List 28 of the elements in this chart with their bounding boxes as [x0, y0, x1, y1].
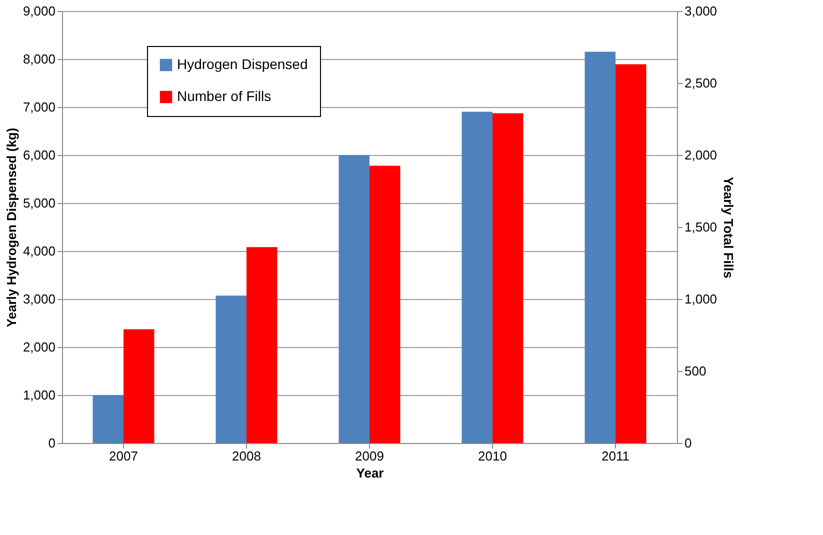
y-tick-label: 0 [48, 436, 56, 450]
bar [124, 329, 154, 443]
x-tick-label: 2007 [109, 448, 138, 464]
y2-tick-label: 1,000 [684, 292, 718, 306]
y-tick-label: 7,000 [22, 100, 56, 114]
legend-label: Number of Fills [177, 88, 272, 104]
y-tick-label: 2,000 [22, 340, 56, 354]
y-tick-label: 5,000 [22, 196, 56, 210]
y2-tick-label: 2,000 [684, 148, 718, 162]
y-tick-label: 8,000 [22, 52, 56, 66]
y2-tick-label: 500 [684, 364, 706, 378]
y-tick-label: 4,000 [22, 244, 56, 258]
y-tick-label: 9,000 [22, 4, 56, 18]
y2-tick-label: 1,500 [684, 220, 718, 234]
y2-axis-title: Yearly Total Fills [721, 176, 736, 278]
x-tick-label: 2009 [355, 448, 384, 464]
x-tick-label: 2010 [478, 448, 507, 464]
y2-tick-label: 3,000 [684, 4, 718, 18]
y-tick-label: 3,000 [22, 292, 56, 306]
x-tick-label: 2011 [602, 448, 630, 464]
y-axis-title: Yearly Hydrogen Dispensed (kg) [4, 128, 19, 328]
x-tick-label: 2008 [232, 448, 261, 464]
y2-tick-label: 2,500 [684, 76, 718, 90]
x-axis-title: Year [356, 466, 384, 480]
y2-tick-label: 0 [684, 436, 692, 450]
legend-label: Hydrogen Dispensed [177, 56, 308, 72]
y-tick-label: 6,000 [22, 148, 56, 162]
y-tick-label: 1,000 [22, 388, 56, 402]
